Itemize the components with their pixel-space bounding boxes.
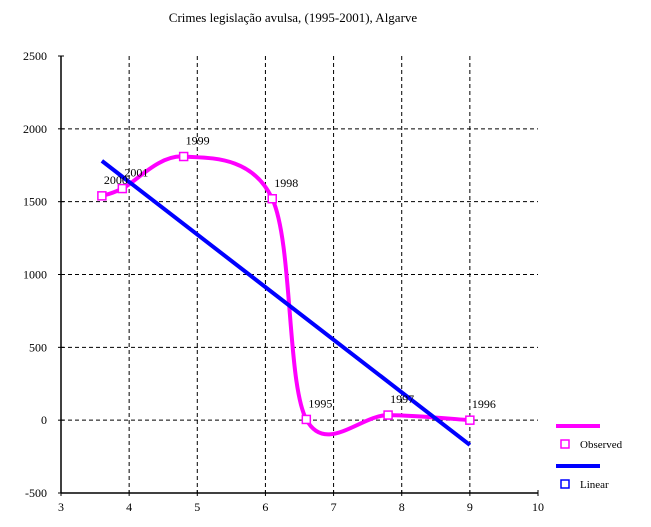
point-label: 1995: [308, 396, 332, 410]
observed-point-marker: [301, 414, 312, 425]
chart-title: Crimes legislação avulsa, (1995-2001), A…: [169, 10, 418, 25]
legend: Observed Linear: [556, 424, 623, 491]
legend-linear-label: Linear: [580, 479, 609, 491]
x-tick-label: 8: [399, 500, 405, 514]
point-label: 2001: [124, 166, 148, 180]
linear-series-line: [100, 159, 472, 447]
x-tick-label: 3: [58, 500, 64, 514]
observed-point-marker: [465, 415, 475, 425]
x-tick-label: 7: [331, 500, 337, 514]
legend-observed-label: Observed: [580, 439, 623, 451]
x-tick-label: 9: [467, 500, 473, 514]
point-label: 1997: [390, 392, 414, 406]
observed-series-line: [101, 154, 470, 437]
x-tick-label: 5: [194, 500, 200, 514]
y-tick-label: 1000: [23, 268, 47, 282]
point-label: 1999: [186, 134, 210, 148]
observed-point-marker: [267, 194, 277, 204]
point-label: 1998: [274, 176, 298, 190]
observed-point-marker: [178, 151, 189, 162]
point-label: 2000: [104, 173, 128, 187]
y-tick-label: 0: [41, 413, 47, 427]
axes: [58, 55, 539, 496]
x-tick-label: 4: [126, 500, 132, 514]
point-label: 1996: [472, 397, 496, 411]
x-tick-label: 6: [262, 500, 268, 514]
observed-point-marker: [383, 410, 393, 420]
observed-point-marker: [117, 183, 128, 194]
observed-point-marker: [97, 191, 107, 201]
legend-observed-marker: [560, 439, 570, 449]
legend-linear-marker: [560, 479, 570, 489]
y-tick-label: 1500: [23, 195, 47, 209]
series: [97, 151, 475, 447]
y-tick-label: -500: [25, 486, 47, 500]
y-tick-label: 2500: [23, 49, 47, 63]
grid: [61, 56, 538, 493]
y-tick-label: 2000: [23, 122, 47, 136]
x-tick-label: 10: [532, 500, 544, 514]
y-tick-label: 500: [29, 340, 47, 354]
tick-labels: 3 4 5 6 7 8 9 10 2500 2000 1500 1000 500 0 -500: [23, 49, 544, 514]
